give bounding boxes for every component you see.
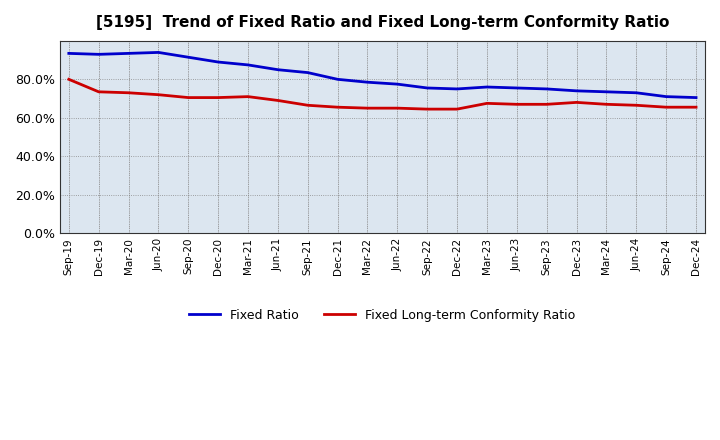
Line: Fixed Ratio: Fixed Ratio [69, 52, 696, 98]
Fixed Ratio [303, 70, 312, 75]
Fixed Ratio [692, 95, 701, 100]
Fixed Ratio [363, 80, 372, 85]
Fixed Long-term Conformity Ratio [393, 106, 402, 111]
Fixed Long-term Conformity Ratio [453, 106, 462, 112]
Fixed Long-term Conformity Ratio [94, 89, 103, 95]
Fixed Ratio [423, 85, 431, 91]
Fixed Ratio [65, 51, 73, 56]
Fixed Long-term Conformity Ratio [333, 105, 342, 110]
Fixed Ratio [393, 81, 402, 87]
Fixed Long-term Conformity Ratio [572, 100, 581, 105]
Fixed Long-term Conformity Ratio [303, 103, 312, 108]
Fixed Ratio [453, 86, 462, 92]
Fixed Long-term Conformity Ratio [184, 95, 193, 100]
Fixed Ratio [243, 62, 252, 68]
Fixed Ratio [662, 94, 670, 99]
Fixed Long-term Conformity Ratio [482, 101, 491, 106]
Fixed Ratio [542, 86, 551, 92]
Fixed Ratio [214, 59, 222, 65]
Fixed Ratio [184, 55, 193, 60]
Fixed Long-term Conformity Ratio [214, 95, 222, 100]
Fixed Long-term Conformity Ratio [692, 105, 701, 110]
Fixed Long-term Conformity Ratio [662, 105, 670, 110]
Legend: Fixed Ratio, Fixed Long-term Conformity Ratio: Fixed Ratio, Fixed Long-term Conformity … [184, 304, 581, 327]
Fixed Ratio [125, 51, 133, 56]
Fixed Ratio [333, 77, 342, 82]
Fixed Ratio [632, 90, 641, 95]
Fixed Long-term Conformity Ratio [154, 92, 163, 97]
Fixed Long-term Conformity Ratio [363, 106, 372, 111]
Fixed Long-term Conformity Ratio [423, 106, 431, 112]
Fixed Long-term Conformity Ratio [243, 94, 252, 99]
Fixed Ratio [572, 88, 581, 93]
Fixed Long-term Conformity Ratio [542, 102, 551, 107]
Title: [5195]  Trend of Fixed Ratio and Fixed Long-term Conformity Ratio: [5195] Trend of Fixed Ratio and Fixed Lo… [96, 15, 669, 30]
Fixed Long-term Conformity Ratio [602, 102, 611, 107]
Line: Fixed Long-term Conformity Ratio: Fixed Long-term Conformity Ratio [69, 79, 696, 109]
Fixed Ratio [513, 85, 521, 91]
Fixed Ratio [274, 67, 282, 72]
Fixed Long-term Conformity Ratio [274, 98, 282, 103]
Fixed Long-term Conformity Ratio [513, 102, 521, 107]
Fixed Long-term Conformity Ratio [632, 103, 641, 108]
Fixed Ratio [602, 89, 611, 95]
Fixed Long-term Conformity Ratio [65, 77, 73, 82]
Fixed Ratio [482, 84, 491, 90]
Fixed Ratio [154, 50, 163, 55]
Fixed Long-term Conformity Ratio [125, 90, 133, 95]
Fixed Ratio [94, 52, 103, 57]
